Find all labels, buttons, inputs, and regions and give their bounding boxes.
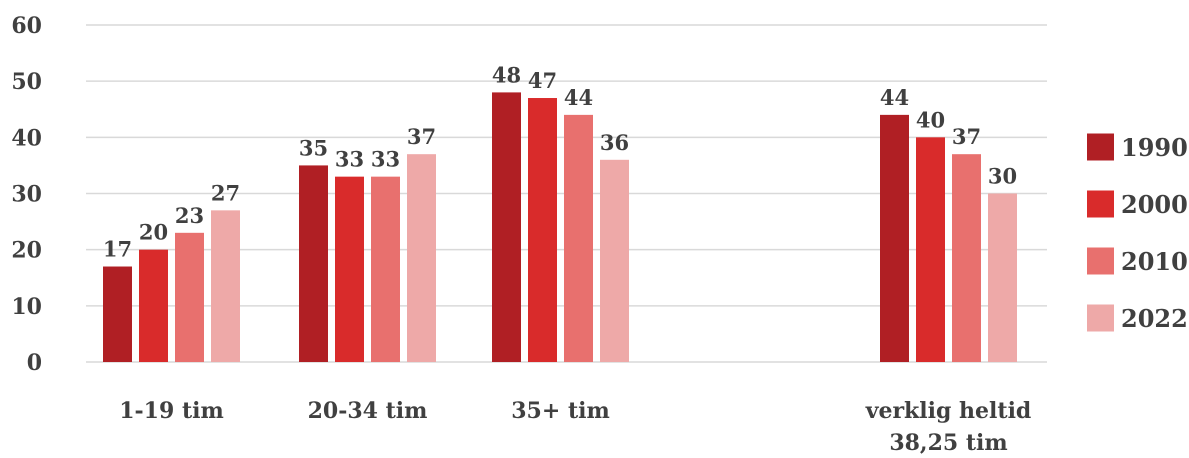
- data-label: 37: [952, 124, 981, 149]
- bar-2000-3: [916, 137, 945, 362]
- y-tick-label: 40: [11, 125, 42, 151]
- y-tick-label: 50: [11, 69, 42, 95]
- legend-swatch: [1087, 247, 1114, 275]
- category-label: 20-34 tim: [308, 398, 428, 424]
- category-label: 1-19 tim: [119, 398, 224, 424]
- legend-swatch: [1087, 304, 1114, 332]
- data-label: 47: [528, 68, 557, 93]
- x-axis-categories: 1-19 tim 20-34 tim 35+ tim verklig heltid 38…: [119, 398, 1031, 456]
- data-label: 48: [492, 62, 521, 87]
- bar-2010-2: [564, 114, 593, 362]
- bar-1990-1: [299, 165, 328, 362]
- category-label: verklig heltid: [865, 398, 1032, 424]
- data-label: 30: [988, 164, 1017, 189]
- legend-label: 2010: [1121, 247, 1188, 276]
- bar-2010-0: [175, 232, 204, 362]
- bar-2000-2: [528, 98, 557, 363]
- data-label: 23: [175, 203, 204, 228]
- y-tick-label: 30: [11, 182, 42, 208]
- data-label: 33: [335, 147, 364, 172]
- data-label: 27: [211, 180, 240, 205]
- data-label: 33: [371, 147, 400, 172]
- bar-2022-0: [211, 210, 240, 362]
- y-tick-label: 0: [27, 350, 42, 376]
- category-label: 35+ tim: [511, 398, 610, 424]
- data-label: 44: [880, 85, 909, 110]
- legend-label: 1990: [1121, 133, 1188, 162]
- data-labels: 17 35 48 44 20 33 47 40 23 33 44 37 27 37 36 30: [103, 62, 1017, 261]
- category-label: 38,25 tim: [889, 430, 1007, 456]
- legend: 1990 2000 2010 2022: [1087, 133, 1188, 333]
- y-tick-label: 60: [11, 13, 42, 39]
- bars: [103, 92, 1017, 363]
- data-label: 35: [299, 135, 328, 160]
- data-label: 40: [916, 107, 945, 132]
- y-tick-label: 10: [11, 294, 42, 320]
- bar-1990-0: [103, 266, 132, 362]
- bar-2022-3: [988, 193, 1017, 362]
- data-label: 36: [600, 130, 629, 155]
- bar-2010-1: [371, 176, 400, 362]
- data-label: 44: [564, 85, 593, 110]
- y-axis-ticks: 0 10 20 30 40 50 60: [11, 13, 42, 376]
- bar-2000-1: [335, 176, 364, 362]
- legend-swatch: [1087, 190, 1114, 218]
- data-label: 17: [103, 237, 132, 262]
- bar-1990-2: [492, 92, 521, 363]
- legend-label: 2022: [1121, 304, 1188, 333]
- bar-2022-1: [407, 154, 436, 362]
- data-label: 37: [407, 124, 436, 149]
- bar-2000-0: [139, 249, 168, 362]
- bar-2022-2: [600, 159, 629, 362]
- legend-swatch: [1087, 133, 1114, 161]
- bar-1990-3: [880, 114, 909, 362]
- legend-label: 2000: [1121, 190, 1188, 219]
- bar-2010-3: [952, 154, 981, 362]
- y-tick-label: 20: [11, 238, 42, 264]
- data-label: 20: [139, 220, 168, 245]
